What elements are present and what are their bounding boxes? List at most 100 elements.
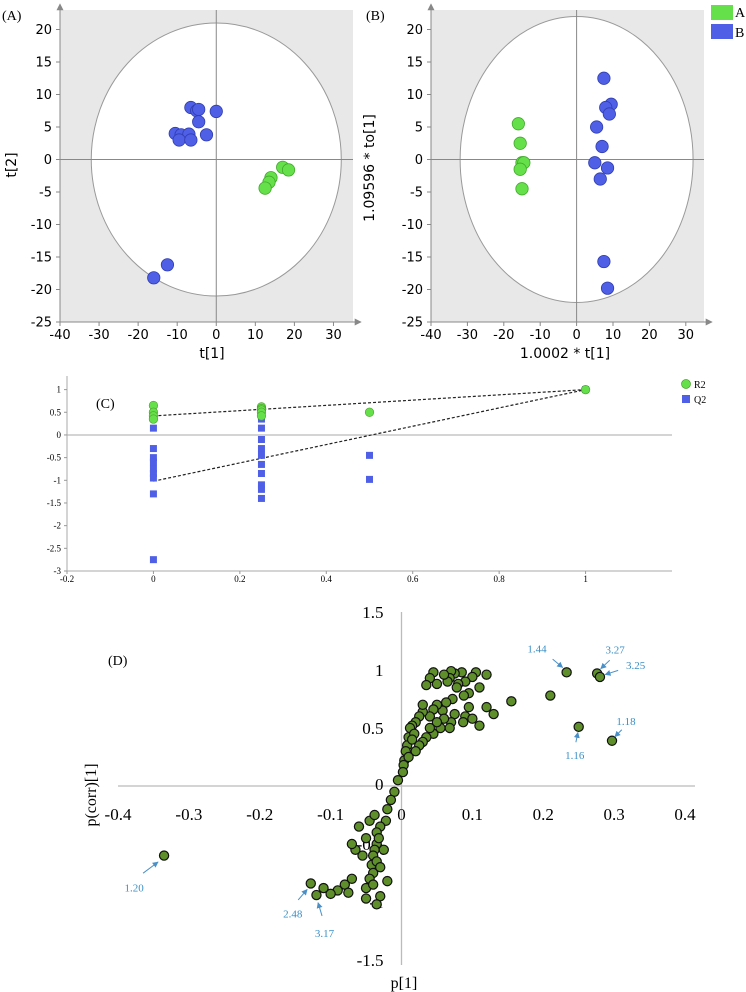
panel-d-annotation-label: 3.25 xyxy=(626,660,646,672)
panel-d-point xyxy=(311,889,322,901)
panel-a-point-b xyxy=(199,128,214,142)
panel-c-point-q2 xyxy=(257,424,265,432)
panel-d-annotation-label: 2.48 xyxy=(283,908,303,920)
legend-label-b: B xyxy=(735,26,744,41)
panel-c-point-q2 xyxy=(257,451,265,459)
panel-c-y-tick-label: -3 xyxy=(54,566,62,576)
panel-d-point xyxy=(458,690,470,701)
panel-b-point-b xyxy=(588,156,602,170)
panel-b-y-tick-label: -25 xyxy=(402,316,423,331)
panel-c-x-tick-label: 1 xyxy=(583,574,588,584)
panel-d-annotation-label: 3.17 xyxy=(315,928,335,940)
panel-b-x-tick-label: -10 xyxy=(530,328,551,343)
panel-a-point-b xyxy=(172,133,186,147)
panel-c-y-tick-label: 0 xyxy=(57,430,62,440)
panel-b-y-tick-label: 15 xyxy=(406,56,423,71)
panel-a-point-b xyxy=(209,104,223,119)
panel-c-label: (C) xyxy=(96,397,115,412)
panel-c-x-tick-label: 0.4 xyxy=(321,574,333,584)
panel-d-point xyxy=(417,699,428,711)
panel-c-y-tick-label: -1 xyxy=(54,475,62,485)
panel-c-point-q2 xyxy=(149,556,157,564)
panel-c-point-q2 xyxy=(149,458,157,466)
panel-d-point xyxy=(463,701,475,713)
panel-d-point xyxy=(343,887,354,898)
legend-label-r2: R2 xyxy=(694,380,706,391)
panel-c-x-tick-label: 0.8 xyxy=(494,574,506,584)
legend-label-q2: Q2 xyxy=(694,395,706,406)
panel-d-point xyxy=(406,734,418,745)
panel-d-annotation-arrow xyxy=(614,729,623,738)
panel-b-point-b xyxy=(590,120,604,134)
panel-d-point xyxy=(346,838,358,850)
panel-a-x-tick-label: 30 xyxy=(325,328,342,343)
panel-b-point-b xyxy=(597,254,611,269)
panel-d-label: (D) xyxy=(108,654,128,669)
panel-a-y-tick-label: 10 xyxy=(35,88,52,103)
panel-d-point xyxy=(431,678,443,690)
panel-d-point xyxy=(353,821,365,832)
legend-marker-q2 xyxy=(682,395,690,403)
panel-c-point-r2 xyxy=(256,411,267,421)
panel-a-y-tick-label: 20 xyxy=(35,23,52,38)
panel-c-point-q2 xyxy=(257,485,265,493)
panel-c-point-q2 xyxy=(257,445,265,453)
panel-b-x-label: 1.0002 * t[1] xyxy=(520,346,610,362)
panel-c-x-tick-label: 0 xyxy=(151,574,156,584)
panel-d-annotation-arrow xyxy=(600,659,611,670)
panel-a-y-tick-label: 0 xyxy=(44,153,52,168)
panel-a-point-b xyxy=(192,102,206,117)
panel-d-point xyxy=(378,844,389,856)
panel-d-annotation-label: 3.27 xyxy=(605,644,625,656)
panel-d-point xyxy=(451,682,462,693)
panel-d-point xyxy=(369,809,380,821)
panel-d-point xyxy=(360,833,372,844)
panel-b-y-tick-label: 10 xyxy=(406,88,423,103)
panel-a: (A) -40 -30 -20 -10 0 10 20 30 -25 -20 -15 -10 -5 0 5 1… xyxy=(2,3,362,362)
panel-b-point-b xyxy=(602,107,616,121)
panel-d-y-tick-label: 0.5 xyxy=(362,719,383,738)
panel-d-point xyxy=(457,717,469,728)
panel-b-y-tick-label: -15 xyxy=(402,251,423,266)
panel-d-point xyxy=(392,775,404,786)
panel-d-point xyxy=(385,794,397,806)
panel-c-point-q2 xyxy=(149,470,157,477)
panel-c-y-tick-label: 0.5 xyxy=(50,407,62,417)
panel-d-point xyxy=(467,713,478,724)
panel-a-point-b xyxy=(192,115,206,129)
panel-d-point xyxy=(371,899,382,910)
panel-d: (D) -0.4-0.3-0.2-0.100.10.20.30.4-1.5-1-… xyxy=(83,603,696,992)
panel-c-point-q2 xyxy=(149,474,157,482)
panel-b-y-tick-label: 5 xyxy=(415,121,423,136)
panel-d-y-tick-label: 1 xyxy=(375,661,384,680)
panel-d-annotation-label: 1.16 xyxy=(565,750,585,762)
panel-d-x-tick-label: 0 xyxy=(397,805,406,824)
panel-a-y-tick-label: 5 xyxy=(44,121,52,136)
panel-d-point xyxy=(481,669,492,680)
panel-c-point-q2 xyxy=(366,451,373,459)
panel-b-point-b xyxy=(593,172,607,186)
panel-b-x-tick-label: -40 xyxy=(420,328,441,343)
panel-c-point-r2 xyxy=(364,407,375,417)
panel-b-x-tick-label: 20 xyxy=(641,328,658,343)
panel-c-point-q2 xyxy=(257,494,265,502)
panel-b-point-b xyxy=(595,139,609,154)
panel-b-y-label: 1.09596 * to[1] xyxy=(362,114,378,222)
panel-c-x-tick-label: 0.2 xyxy=(234,574,245,584)
panel-c-fit-line xyxy=(153,389,586,417)
panel-d-point xyxy=(438,669,450,680)
panel-a-x-tick-label: 20 xyxy=(286,328,303,343)
panel-d-annotation-label: 1.44 xyxy=(527,643,547,655)
panel-c-y-tick-label: -0.5 xyxy=(47,453,62,463)
panel-a-x-tick-label: 0 xyxy=(212,328,220,343)
panel-c-point-q2 xyxy=(149,465,157,473)
panel-d-point xyxy=(506,696,517,707)
panel-a-point-b xyxy=(184,133,198,147)
panel-d-y-tick-label: 1.5 xyxy=(362,603,383,622)
panel-d-annotation-arrow xyxy=(142,861,159,874)
panel-a-x-tick-label: -20 xyxy=(128,328,149,343)
panel-d-point xyxy=(410,746,421,757)
panel-d-point xyxy=(375,862,386,873)
panel-b-point-a xyxy=(513,136,527,150)
legend-label-a: A xyxy=(735,6,746,21)
